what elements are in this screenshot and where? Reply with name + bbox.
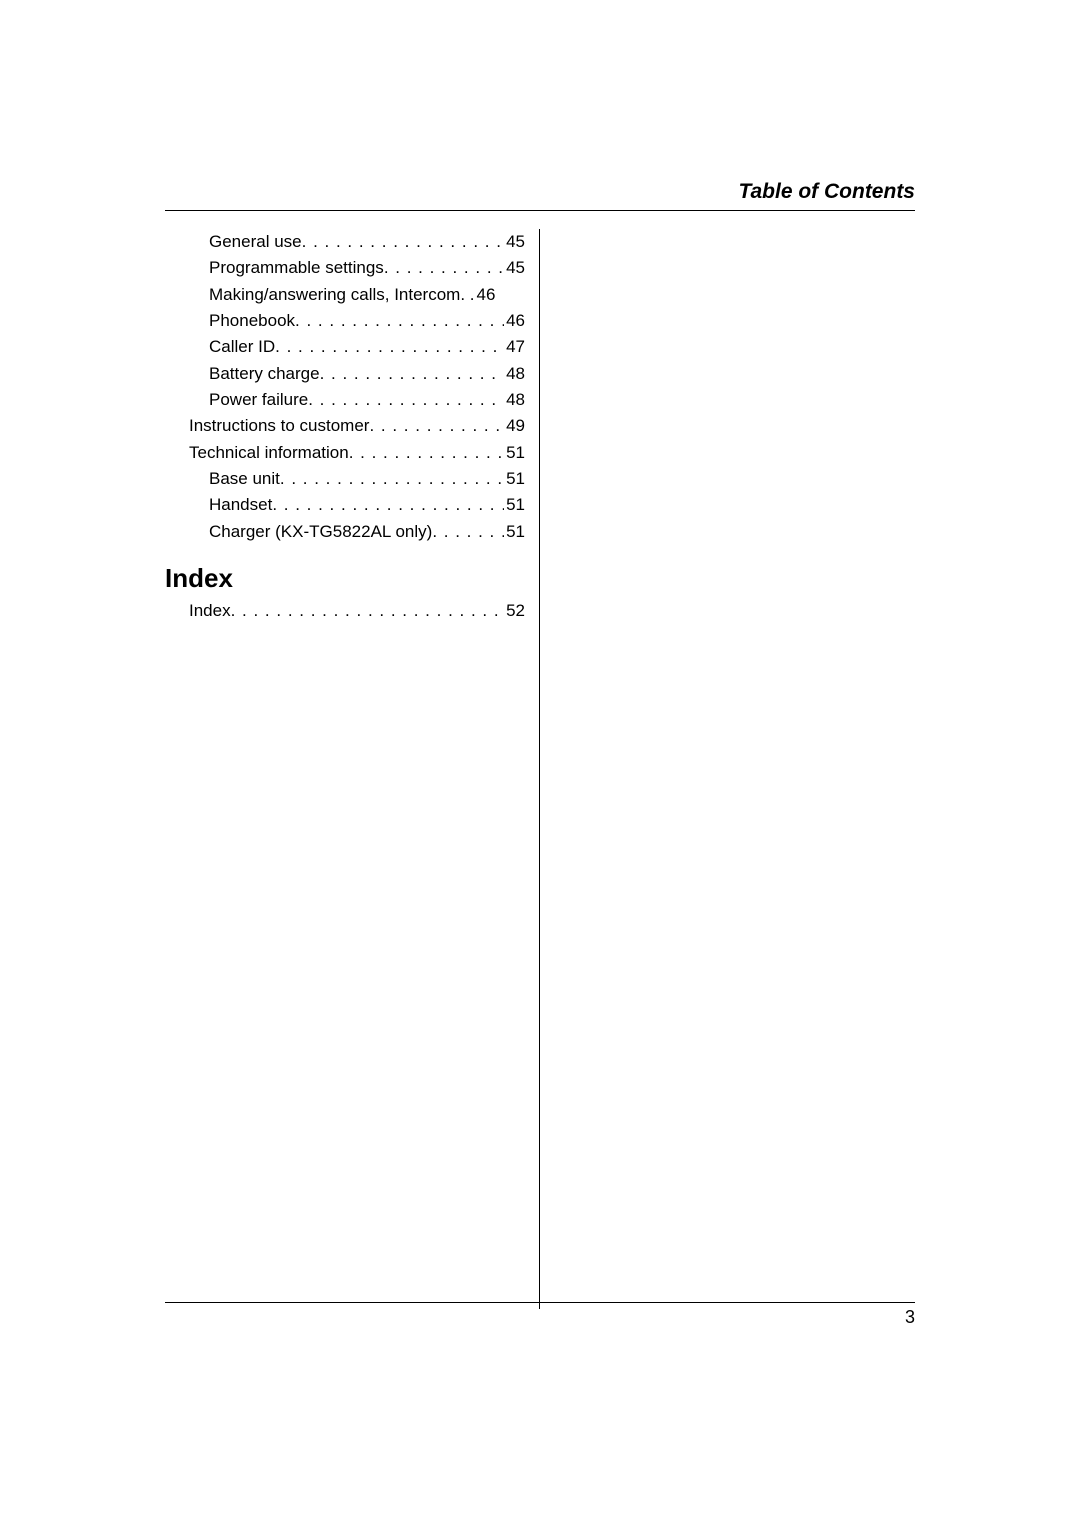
toc-label: General use xyxy=(209,229,302,255)
toc-label: Index xyxy=(189,598,231,624)
toc-label: Power failure xyxy=(209,387,308,413)
toc-page: 51 xyxy=(504,466,525,492)
toc-page: 45 xyxy=(504,255,525,281)
toc-entry: Caller ID 47 xyxy=(165,334,525,360)
toc-dots xyxy=(308,387,504,413)
toc-dots xyxy=(432,519,504,545)
toc-entry: Programmable settings 45 xyxy=(165,255,525,281)
toc-page: 48 xyxy=(504,387,525,413)
toc-page: 45 xyxy=(504,229,525,255)
toc-label: Base unit xyxy=(209,466,280,492)
toc-dots xyxy=(369,413,504,439)
toc-entry: Index 52 xyxy=(165,598,525,624)
toc-dots xyxy=(272,492,504,518)
toc-entry: General use 45 xyxy=(165,229,525,255)
toc-entry: Instructions to customer 49 xyxy=(165,413,525,439)
two-column-layout: General use45Programmable settings45Maki… xyxy=(165,229,915,1309)
toc-dots xyxy=(280,466,504,492)
toc-entry: Power failure 48 xyxy=(165,387,525,413)
right-column xyxy=(540,229,915,1309)
toc-dots xyxy=(231,598,504,624)
toc-entry: Making/answering calls, Intercom . . 46 xyxy=(165,282,525,308)
toc-dots xyxy=(320,361,505,387)
toc-label: Instructions to customer xyxy=(189,413,369,439)
toc-label: Charger (KX-TG5822AL only) xyxy=(209,519,432,545)
toc-page: 48 xyxy=(504,361,525,387)
toc-dots xyxy=(302,229,504,255)
page-number: 3 xyxy=(165,1303,915,1328)
toc-label: Technical information xyxy=(189,440,349,466)
toc-page: 49 xyxy=(504,413,525,439)
toc-label: Caller ID xyxy=(209,334,275,360)
toc-page: 51 xyxy=(504,492,525,518)
toc-entry: Base unit 51 xyxy=(165,466,525,492)
page-title: Table of Contents xyxy=(165,180,915,211)
toc-entry: Charger (KX-TG5822AL only) 51 xyxy=(165,519,525,545)
toc-entry: Technical information 51 xyxy=(165,440,525,466)
toc-gap: . . xyxy=(460,282,474,308)
toc-dots xyxy=(349,440,504,466)
toc-page: 52 xyxy=(504,598,525,624)
toc-list: General use45Programmable settings45Maki… xyxy=(165,229,525,545)
page-footer: 3 xyxy=(165,1302,915,1328)
toc-page: 47 xyxy=(504,334,525,360)
toc-page: 51 xyxy=(504,440,525,466)
toc-label: Handset xyxy=(209,492,272,518)
toc-label: Battery charge xyxy=(209,361,320,387)
toc-label: Making/answering calls, Intercom xyxy=(209,282,460,308)
toc-dots xyxy=(384,255,504,281)
toc-entry: Phonebook 46 xyxy=(165,308,525,334)
toc-label: Programmable settings xyxy=(209,255,384,281)
toc-dots xyxy=(295,308,504,334)
toc-page: 46 xyxy=(475,282,496,308)
left-column: General use45Programmable settings45Maki… xyxy=(165,229,540,1309)
index-heading: Index xyxy=(165,563,525,594)
page-content: Table of Contents General use45Programma… xyxy=(165,180,915,1309)
toc-page: 51 xyxy=(504,519,525,545)
toc-label: Phonebook xyxy=(209,308,295,334)
toc-dots xyxy=(275,334,504,360)
toc-page: 46 xyxy=(504,308,525,334)
toc-entry: Handset 51 xyxy=(165,492,525,518)
toc-entry: Battery charge 48 xyxy=(165,361,525,387)
